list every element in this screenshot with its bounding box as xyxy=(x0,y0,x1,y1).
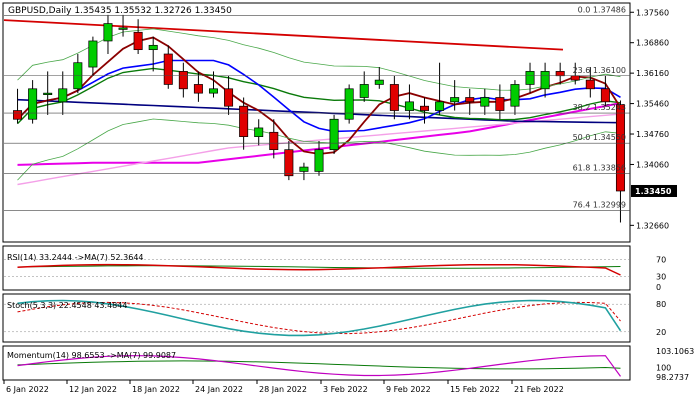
date-tick-label: 9 Feb 2022 xyxy=(386,385,431,394)
candle-bull xyxy=(103,23,113,42)
candle-bull xyxy=(329,118,339,151)
candle-bear xyxy=(615,104,625,192)
price-tick-label: 1.32660 xyxy=(636,221,669,230)
date-tick-label: 12 Jan 2022 xyxy=(69,385,117,394)
rsi-line xyxy=(17,263,621,276)
candle-bear xyxy=(193,84,203,94)
fib-label: 23.6 1.36100 xyxy=(573,66,626,75)
ma-200-line xyxy=(3,19,564,51)
momentum-tick-label: 98.2737 xyxy=(656,373,689,382)
candle-bear xyxy=(178,71,188,90)
candle-bear xyxy=(13,110,23,120)
band-upper-line xyxy=(17,28,621,91)
stoch-signal-line xyxy=(17,301,621,335)
chart-title: GBPUSD,Daily 1.35435 1.35532 1.32726 1.3… xyxy=(8,6,232,16)
candle-bear xyxy=(570,75,580,81)
candle-bear xyxy=(495,97,505,111)
candle-bull xyxy=(540,71,550,90)
candle-bear xyxy=(465,97,475,103)
price-tick-label: 1.34060 xyxy=(636,160,669,169)
date-tick-label: 24 Jan 2022 xyxy=(195,385,243,394)
candle-bull xyxy=(28,88,38,120)
candle-bear xyxy=(420,105,430,111)
candle-bull xyxy=(299,166,309,172)
last-price-box xyxy=(631,184,677,197)
candle-bear xyxy=(585,79,595,90)
candle-bull xyxy=(88,40,98,68)
price-tick-label: 1.37560 xyxy=(636,8,669,17)
momentum-label: Momentum(14) 98.6553 ->MA(7) 99.9087 xyxy=(7,351,176,360)
momentum-tick-label: 103.1063 xyxy=(656,347,694,356)
stoch-tick-label: 80 xyxy=(656,300,666,309)
fibonacci-levels: 0.0 1.37486 23.6 1.36100 38.2 1.35243 50.0 … xyxy=(4,5,630,211)
candle-bull xyxy=(480,97,490,107)
candle-bull xyxy=(450,97,460,103)
fib-label: 50.0 1.34550 xyxy=(573,133,626,142)
stoch-label: Stoch(5,3,3) 22.4548 43.4844 xyxy=(7,301,127,310)
momentum-tick-label: 100 xyxy=(656,364,671,373)
candle-bear xyxy=(389,84,399,111)
rsi-ma-line xyxy=(17,265,621,269)
candle-bull xyxy=(404,101,414,111)
stoch-main-line xyxy=(17,299,622,337)
rsi-label: RSI(14) 33.2444 ->MA(7) 52.3644 xyxy=(7,253,144,262)
price-tick-label: 1.35460 xyxy=(636,100,669,109)
candle-bear xyxy=(555,71,565,77)
ma-green-line xyxy=(17,67,621,125)
ma-blue-line xyxy=(16,59,621,133)
date-tick-label: 21 Feb 2022 xyxy=(514,385,564,394)
date-tick-label: 15 Feb 2022 xyxy=(450,385,500,394)
rsi-tick-label: 30 xyxy=(656,272,666,281)
momentum-ma-line xyxy=(17,360,621,370)
candle-bear xyxy=(239,105,249,137)
candle-bear xyxy=(284,149,294,177)
price-tick-label: 1.34760 xyxy=(636,130,669,139)
date-tick-label: 6 Jan 2022 xyxy=(6,385,49,394)
candle-bull xyxy=(344,88,354,120)
candle-bear xyxy=(133,31,143,51)
main-panel-frame xyxy=(2,2,631,243)
ma-pink-line xyxy=(17,113,621,186)
candle-bull xyxy=(118,27,128,30)
date-tick-label: 28 Jan 2022 xyxy=(259,385,307,394)
moving-averages xyxy=(3,19,622,186)
candle-bull xyxy=(510,84,520,107)
momentum-panel-frame xyxy=(2,345,631,381)
candles xyxy=(13,14,625,223)
candle-bear xyxy=(600,88,610,103)
candle-bull xyxy=(374,79,384,85)
rsi-tick-label: 70 xyxy=(656,256,666,265)
candle-bull xyxy=(58,88,68,103)
price-axis: 1.37560 1.36860 1.36160 1.35460 1.34760 1.340… xyxy=(630,8,677,230)
stoch-tick-label: 20 xyxy=(656,328,666,337)
last-price-label: 1.33450 xyxy=(635,187,672,196)
candle-bull xyxy=(359,84,369,98)
fib-label: 0.0 1.37486 xyxy=(578,5,626,14)
date-axis: 6 Jan 2022 12 Jan 2022 18 Jan 2022 24 Jan 2… xyxy=(3,380,564,394)
fib-label: 38.2 1.35243 xyxy=(573,103,626,112)
date-tick-label: 3 Feb 2022 xyxy=(323,385,368,394)
candle-bull xyxy=(43,92,53,95)
candle-bull xyxy=(525,71,535,85)
candle-bull xyxy=(208,88,218,94)
momentum-line xyxy=(17,355,621,377)
candle-bear xyxy=(163,53,173,85)
fib-label: 61.8 1.33856 xyxy=(573,163,626,172)
price-tick-label: 1.36160 xyxy=(636,69,669,78)
candle-bull xyxy=(254,127,264,137)
candle-bear xyxy=(224,88,234,107)
fib-label: 76.4 1.32999 xyxy=(573,201,626,210)
rsi-tick-label: 0 xyxy=(656,283,661,292)
candle-bull xyxy=(435,101,445,111)
candle-bull xyxy=(148,44,158,51)
price-tick-label: 1.36860 xyxy=(636,39,669,48)
date-tick-label: 18 Jan 2022 xyxy=(132,385,180,394)
candle-bear xyxy=(269,131,279,151)
candle-bull xyxy=(314,149,324,172)
ma-navy-line xyxy=(17,98,621,124)
